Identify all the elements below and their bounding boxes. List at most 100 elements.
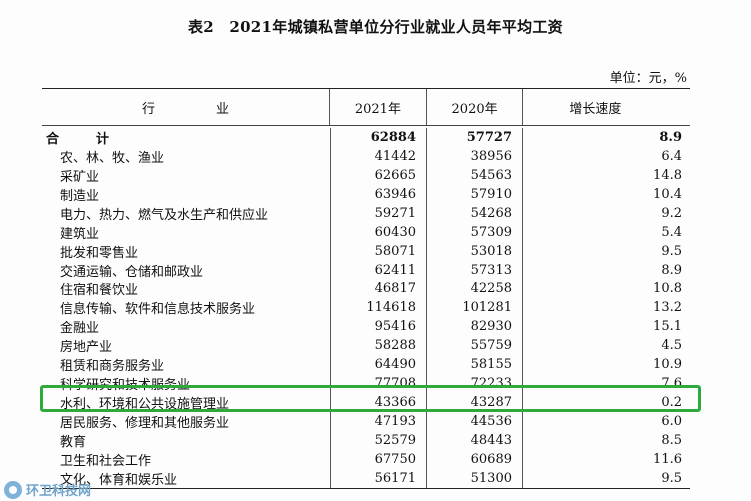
industry-name: 批发和零售业 bbox=[60, 245, 139, 261]
watermark: 环卫科技网 bbox=[4, 480, 91, 499]
value-2020: 53018 bbox=[426, 241, 522, 261]
industry-rows: 农、林、牧、渔业 41442 38956 6.4 采矿业 62665 54563 14.8 制造… bbox=[42, 146, 690, 488]
growth-rate: 10.9 bbox=[522, 355, 690, 375]
value-2020: 44536 bbox=[426, 412, 522, 431]
table-title: 表2 2021年城镇私营单位分行业就业人员年平均工资 bbox=[188, 18, 563, 36]
growth-rate: 14.8 bbox=[522, 165, 690, 185]
value-2020: 72233 bbox=[426, 374, 522, 394]
value-2020: 51300 bbox=[426, 468, 522, 488]
table-body: 合 计 62884 57727 8.9 农、林、牧、渔业 41442 38956 6.… bbox=[42, 126, 690, 488]
table-row: 信息传输、软件和信息技术服务业 114618 101281 13.2 bbox=[42, 298, 690, 317]
total-row: 合 计 62884 57727 8.9 bbox=[42, 128, 690, 147]
table-row: 批发和零售业 58071 53018 9.5 bbox=[42, 241, 690, 261]
watermark-logo-icon bbox=[4, 480, 22, 499]
table-row: 教育 52579 48443 8.5 bbox=[42, 431, 690, 450]
growth-rate: 15.1 bbox=[522, 317, 690, 337]
industry-name: 交通运输、仓储和邮政业 bbox=[60, 264, 204, 280]
industry-name: 文化、体育和娱乐业 bbox=[60, 472, 178, 488]
total-2021: 62884 bbox=[330, 128, 426, 147]
value-2021: 77708 bbox=[330, 374, 426, 394]
value-2020: 43287 bbox=[426, 393, 522, 413]
table-row: 科学研究和技术服务业 77708 72233 7.6 bbox=[42, 374, 690, 393]
total-growth: 8.9 bbox=[522, 128, 690, 147]
value-2020: 58155 bbox=[426, 355, 522, 375]
value-2020: 101281 bbox=[426, 298, 522, 318]
value-2021: 58288 bbox=[330, 336, 426, 356]
value-2021: 59271 bbox=[330, 203, 426, 223]
table-row: 制造业 63946 57910 10.4 bbox=[42, 184, 690, 204]
value-2021: 56171 bbox=[330, 468, 426, 488]
value-2021: 60430 bbox=[330, 222, 426, 242]
growth-rate: 6.4 bbox=[522, 146, 690, 166]
value-2020: 48443 bbox=[426, 431, 522, 450]
industry-name: 住宿和餐饮业 bbox=[60, 283, 139, 299]
growth-rate: 7.6 bbox=[522, 374, 690, 394]
growth-rate: 0.2 bbox=[522, 393, 690, 413]
value-2020: 57910 bbox=[426, 184, 522, 204]
table-row: 房地产业 58288 55759 4.5 bbox=[42, 336, 690, 355]
industry-name: 房地产业 bbox=[60, 340, 113, 356]
value-2021: 67750 bbox=[330, 449, 426, 469]
value-2020: 82930 bbox=[426, 317, 522, 337]
value-2020: 55759 bbox=[426, 336, 522, 356]
growth-rate: 11.6 bbox=[522, 449, 690, 469]
value-2020: 54268 bbox=[426, 203, 522, 223]
industry-name: 科学研究和技术服务业 bbox=[60, 378, 191, 394]
total-label: 合 计 bbox=[46, 131, 122, 147]
unit-label: 单位：元，% bbox=[609, 71, 687, 86]
industry-name: 居民服务、修理和其他服务业 bbox=[60, 416, 230, 432]
value-2020: 57309 bbox=[426, 222, 522, 242]
value-2021: 58071 bbox=[330, 241, 426, 261]
industry-name: 教育 bbox=[60, 434, 87, 450]
growth-rate: 5.4 bbox=[522, 222, 690, 242]
value-2021: 43366 bbox=[330, 393, 426, 413]
table-row: 文化、体育和娱乐业 56171 51300 9.5 bbox=[42, 468, 690, 488]
growth-rate: 13.2 bbox=[522, 298, 690, 318]
table-row: 租赁和商务服务业 64490 58155 10.9 bbox=[42, 355, 690, 374]
industry-name: 租赁和商务服务业 bbox=[60, 359, 165, 375]
growth-rate: 10.4 bbox=[522, 184, 690, 204]
table-row: 居民服务、修理和其他服务业 47193 44536 6.0 bbox=[42, 412, 690, 431]
growth-rate: 6.0 bbox=[522, 412, 690, 431]
value-2020: 42258 bbox=[426, 279, 522, 299]
industry-name: 农、林、牧、渔业 bbox=[60, 150, 165, 166]
industry-name: 水利、环境和公共设施管理业 bbox=[60, 397, 230, 413]
growth-rate: 4.5 bbox=[522, 336, 690, 356]
table-row: 建筑业 60430 57309 5.4 bbox=[42, 222, 690, 242]
growth-rate: 9.2 bbox=[522, 203, 690, 223]
header-growth: 增长速度 bbox=[522, 89, 690, 125]
table-row: 农、林、牧、渔业 41442 38956 6.4 bbox=[42, 146, 690, 166]
total-2020: 57727 bbox=[426, 128, 522, 147]
growth-rate: 9.5 bbox=[522, 468, 690, 488]
industry-name: 采矿业 bbox=[60, 169, 100, 185]
table-row: 金融业 95416 82930 15.1 bbox=[42, 317, 690, 336]
value-2021: 52579 bbox=[330, 431, 426, 450]
table-row: 采矿业 62665 54563 14.8 bbox=[42, 165, 690, 185]
value-2021: 47193 bbox=[330, 412, 426, 431]
table-row: 卫生和社会工作 67750 60689 11.6 bbox=[42, 449, 690, 469]
value-2020: 60689 bbox=[426, 449, 522, 469]
value-2021: 62411 bbox=[330, 260, 426, 280]
watermark-text: 环卫科技网 bbox=[26, 484, 92, 499]
value-2021: 62665 bbox=[330, 165, 426, 185]
value-2021: 41442 bbox=[330, 146, 426, 166]
industry-name: 制造业 bbox=[60, 188, 100, 204]
industry-name: 金融业 bbox=[60, 321, 100, 337]
wage-table: 行 业 2021年 2020年 增长速度 合 计 62884 57727 8.9… bbox=[42, 88, 690, 489]
value-2020: 38956 bbox=[426, 146, 522, 166]
header-industry: 行 业 bbox=[142, 101, 254, 117]
table-row: 交通运输、仓储和邮政业 62411 57313 8.9 bbox=[42, 260, 690, 280]
table-row: 水利、环境和公共设施管理业 43366 43287 0.2 bbox=[42, 393, 690, 412]
value-2021: 46817 bbox=[330, 279, 426, 299]
table-row: 电力、热力、燃气及水生产和供应业 59271 54268 9.2 bbox=[42, 203, 690, 223]
value-2020: 54563 bbox=[426, 165, 522, 185]
growth-rate: 10.8 bbox=[522, 279, 690, 299]
industry-name: 卫生和社会工作 bbox=[60, 453, 152, 469]
industry-name: 电力、热力、燃气及水生产和供应业 bbox=[60, 207, 269, 223]
growth-rate: 8.5 bbox=[522, 431, 690, 450]
value-2021: 63946 bbox=[330, 184, 426, 204]
value-2021: 64490 bbox=[330, 355, 426, 375]
value-2020: 57313 bbox=[426, 260, 522, 280]
industry-name: 信息传输、软件和信息技术服务业 bbox=[60, 302, 256, 318]
header-2020: 2020年 bbox=[425, 89, 523, 125]
